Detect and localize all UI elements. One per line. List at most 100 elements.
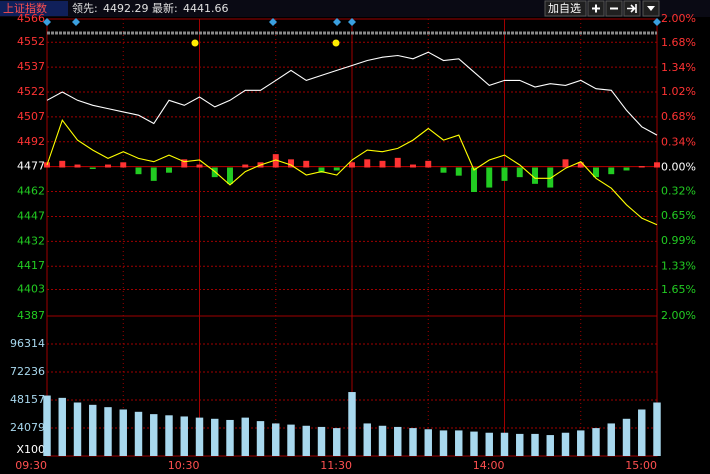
- add-watchlist-label[interactable]: 加自选: [548, 2, 581, 15]
- time-label: 11:30: [320, 459, 352, 472]
- volume-bar: [58, 397, 66, 456]
- volume-bar: [89, 404, 97, 456]
- strength-bar: [638, 166, 645, 168]
- event-strip: [43, 18, 661, 47]
- volume-bar: [424, 429, 432, 456]
- price-tick-label: 4566: [17, 12, 45, 25]
- volume-bar: [470, 431, 478, 456]
- header-bar: [0, 0, 710, 17]
- strength-bar: [242, 164, 249, 168]
- price-tick-label: 4552: [17, 35, 45, 48]
- strength-bar: [166, 167, 172, 173]
- percent-tick-label: 1.68%: [661, 36, 696, 49]
- strength-bar: [272, 154, 279, 168]
- volume-bar: [500, 432, 509, 456]
- strength-bar: [379, 160, 386, 168]
- volume-bar: [287, 424, 295, 456]
- strength-bar: [532, 167, 538, 184]
- price-tick-label: 4522: [17, 85, 45, 98]
- volume-bar: [333, 428, 341, 456]
- menu-icon: [647, 6, 655, 11]
- strength-bar: [349, 162, 355, 168]
- volume-bar: [638, 409, 646, 456]
- percent-tick-label: 0.65%: [661, 209, 696, 222]
- percent-tick-label: 2.00%: [661, 12, 696, 25]
- volume-bar: [394, 426, 402, 456]
- price-tick-label: 4403: [17, 282, 45, 295]
- strength-bar: [150, 167, 157, 181]
- price-line: [46, 119, 658, 226]
- event-diamonds[interactable]: [43, 18, 661, 26]
- price-tick-label: 4492: [17, 135, 45, 148]
- strength-bar: [120, 162, 127, 168]
- news-dot[interactable]: [191, 39, 199, 47]
- last-value: 4441.66: [183, 2, 229, 15]
- volume-bar: [577, 430, 585, 456]
- percent-tick-label: 1.34%: [661, 61, 696, 74]
- strength-bar: [577, 162, 584, 168]
- plus-icon: [592, 4, 600, 13]
- volume-tick-label: 72236: [10, 365, 45, 378]
- lead-label: 领先:: [72, 2, 98, 15]
- volume-bar: [165, 415, 173, 456]
- volume-bar: [180, 416, 188, 456]
- strength-bar: [196, 164, 203, 168]
- volume-bar: [241, 417, 249, 456]
- volume-bar: [561, 432, 570, 456]
- volume-bar: [378, 425, 387, 456]
- percent-tick-label: 0.32%: [661, 184, 696, 197]
- volume-bar: [363, 423, 371, 456]
- news-dot[interactable]: [332, 39, 340, 47]
- index-title: 上证指数: [3, 1, 47, 15]
- volume-bar: [256, 421, 265, 456]
- volume-bar: [592, 428, 600, 456]
- volume-bar: [119, 409, 127, 456]
- strength-bar: [135, 167, 142, 175]
- strength-bar: [593, 167, 599, 178]
- volume-bar: [409, 428, 417, 456]
- percent-tick-label: 0.99%: [661, 234, 696, 247]
- price-tick-label: 4432: [17, 234, 45, 247]
- strength-bar: [501, 167, 508, 181]
- strength-bar: [455, 167, 462, 176]
- volume-bar: [439, 430, 448, 456]
- strength-bar: [211, 167, 218, 178]
- price-tick-label: 4447: [17, 209, 45, 222]
- volume-bar: [546, 435, 554, 456]
- price-line: [46, 51, 658, 136]
- volume-bar: [150, 414, 158, 456]
- lead-value: 4492.29: [103, 2, 149, 15]
- strength-bar: [89, 167, 96, 169]
- strength-bar: [288, 159, 294, 168]
- price-tick-label: 4507: [17, 110, 45, 123]
- price-tick-label: 4417: [17, 259, 45, 272]
- time-label: 10:30: [168, 459, 200, 472]
- percent-tick-label: 0.34%: [661, 135, 696, 148]
- strength-bar: [318, 167, 325, 173]
- percent-tick-label: 1.65%: [661, 283, 696, 296]
- volume-bar: [317, 426, 326, 456]
- volume-bar: [195, 417, 204, 456]
- next-icon: [627, 4, 637, 13]
- strength-bar: [410, 164, 416, 168]
- volume-bar: [272, 423, 280, 456]
- volume-bar: [43, 395, 51, 456]
- strength-bar: [394, 157, 401, 168]
- add-watchlist-button[interactable]: [544, 0, 587, 17]
- price-tick-label: 4537: [17, 60, 45, 73]
- volume-bar: [531, 433, 539, 456]
- volume-bar: [226, 419, 234, 456]
- volume-bar: [485, 432, 493, 456]
- strength-bar: [654, 162, 660, 168]
- volume-bar: [302, 425, 310, 456]
- strength-bar: [59, 160, 66, 168]
- volume-bar: [607, 423, 615, 456]
- volume-tick-label: 96314: [10, 337, 45, 350]
- last-label: 最新:: [152, 1, 178, 15]
- strength-bar: [105, 164, 111, 168]
- volume-bar: [134, 411, 143, 456]
- percent-tick-label: 1.33%: [661, 259, 696, 272]
- strength-bar: [486, 167, 493, 188]
- strength-bar: [471, 167, 477, 193]
